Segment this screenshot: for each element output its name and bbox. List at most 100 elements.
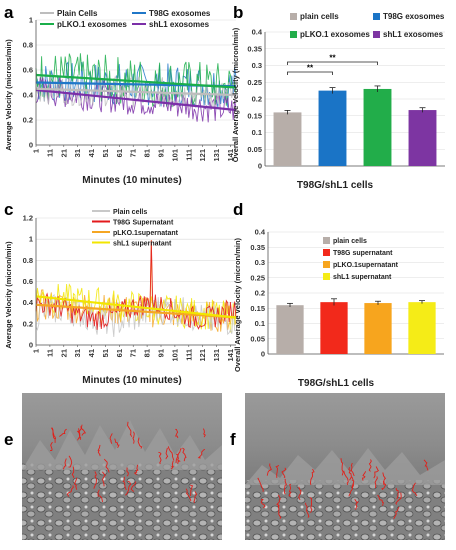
- panel-a: a 00.20.40.60.811 11 21 31 41 51 61 71 81 91 101 11…: [4, 3, 237, 186]
- bar-0: [276, 305, 304, 354]
- trend-line-3: [35, 87, 237, 97]
- x-tick-label: 1: [32, 149, 41, 153]
- panel-c-series: [35, 240, 237, 338]
- bar-2: [363, 88, 392, 166]
- legend-swatch: [373, 13, 380, 20]
- bar-1: [320, 302, 348, 354]
- migration-track: [71, 466, 75, 478]
- legend-swatch: [323, 273, 330, 280]
- migration-track: [197, 448, 206, 459]
- y-tick-label: 0.8: [23, 256, 33, 265]
- bar-2: [364, 303, 392, 354]
- migration-track: [361, 471, 367, 481]
- migration-track: [395, 487, 399, 500]
- x-tick-label: 11: [45, 349, 54, 357]
- x-tick-label: 51: [101, 349, 110, 357]
- significance-bracket: [287, 71, 333, 75]
- micrograph-f-migration-tracks: [257, 458, 429, 520]
- x-tick-label: 141: [226, 149, 235, 162]
- x-tick-label: 41: [87, 349, 96, 357]
- y-tick-label: 0.2: [23, 116, 33, 125]
- migration-track: [97, 489, 103, 503]
- y-tick-label: 0: [29, 341, 33, 350]
- panel-c-trend-lines: [35, 295, 237, 319]
- x-tick-label: 111: [184, 349, 193, 361]
- bar-1: [318, 90, 347, 166]
- legend-label: shL1 supernatant: [113, 241, 172, 248]
- panel-c-label: c: [4, 200, 13, 219]
- y-tick-label: 1: [29, 235, 33, 244]
- micrograph-e-cell-layer: [22, 463, 222, 540]
- panel-b-label: b: [233, 3, 243, 22]
- series-line-1: [35, 283, 237, 333]
- migration-track: [167, 446, 175, 461]
- x-tick-label: 21: [59, 149, 68, 157]
- micrograph-f-leading-edge: [245, 448, 445, 485]
- migration-track: [130, 481, 137, 492]
- trend-line-1: [35, 295, 237, 319]
- legend-swatch: [323, 237, 330, 244]
- significance-bracket: [287, 61, 378, 65]
- y-tick-label: 0.35: [250, 243, 265, 252]
- migration-track: [393, 506, 400, 520]
- x-tick-label: 101: [170, 149, 179, 162]
- panel-a-trend-lines: [35, 73, 237, 112]
- significance-label: **: [329, 54, 336, 63]
- migration-track: [66, 485, 74, 497]
- migration-track: [348, 483, 354, 497]
- bar-3: [408, 110, 437, 166]
- micrograph-e-migration-tracks: [50, 421, 206, 504]
- migration-track: [354, 498, 359, 510]
- bar-3: [408, 302, 436, 354]
- x-tick-label: 131: [212, 149, 221, 162]
- y-tick-label: 0.15: [250, 304, 265, 313]
- legend-swatch: [323, 249, 330, 256]
- x-tick-label: 91: [157, 349, 166, 357]
- migration-track: [305, 502, 310, 518]
- migration-track: [260, 498, 266, 509]
- y-tick-label: 0.3: [252, 61, 262, 70]
- panel-c-y-axis-title: Average Velocity (micron/min): [4, 241, 13, 349]
- panel-a-y-axis-title: Average Velocity (microns/min): [4, 39, 13, 151]
- migration-track: [281, 467, 287, 479]
- migration-track: [158, 451, 162, 465]
- x-tick-label: 81: [143, 149, 152, 157]
- panel-f-micrograph: f: [230, 393, 445, 540]
- migration-track: [395, 492, 402, 505]
- legend-label: shL1 exosomes: [149, 20, 210, 29]
- migration-track: [185, 488, 192, 502]
- x-tick-label: 11: [45, 149, 54, 157]
- legend-swatch: [323, 261, 330, 268]
- migration-track: [275, 465, 280, 478]
- x-tick-label: 71: [129, 349, 138, 357]
- panel-c-axes: 00.20.40.60.811.21 11 21 31 41 51 61 71 81 91 101 1…: [23, 214, 236, 362]
- y-tick-label: 0.1: [255, 319, 265, 328]
- legend-swatch: [290, 31, 297, 38]
- legend-label: T98G exosomes: [149, 9, 211, 18]
- migration-track: [374, 476, 378, 489]
- x-tick-label: 31: [73, 349, 82, 357]
- legend-label: shL1 exosomes: [383, 30, 444, 39]
- migration-track: [122, 476, 127, 491]
- panel-c-x-axis-title: Minutes (10 minutes): [82, 375, 181, 386]
- migration-track: [137, 437, 143, 449]
- y-tick-label: 0.2: [252, 95, 262, 104]
- panel-b-x-axis-title: T98G/shL1 cells: [297, 180, 374, 191]
- migration-track: [288, 483, 292, 497]
- trend-line-1: [35, 73, 237, 89]
- x-tick-label: 61: [115, 349, 124, 357]
- migration-track: [411, 482, 418, 497]
- x-tick-label: 1: [32, 349, 41, 353]
- panel-b-y-axis-title: Overall Average Velocity (micron/min): [231, 27, 240, 162]
- micrograph-e-leading-edge: [22, 420, 222, 470]
- y-tick-label: 0.3: [255, 258, 265, 267]
- trend-line-2: [35, 88, 237, 112]
- x-tick-label: 111: [184, 149, 193, 161]
- y-tick-label: 0.2: [255, 289, 265, 298]
- migration-track: [80, 426, 87, 436]
- legend-swatch: [290, 13, 297, 20]
- y-tick-label: 0.25: [250, 273, 265, 282]
- legend-label: pLKO.1supernatant: [113, 230, 179, 237]
- panel-a-axes: 00.20.40.60.811 11 21 31 41 51 61 71 81 91 101 111 1…: [23, 16, 236, 162]
- y-tick-label: 0.2: [23, 319, 33, 328]
